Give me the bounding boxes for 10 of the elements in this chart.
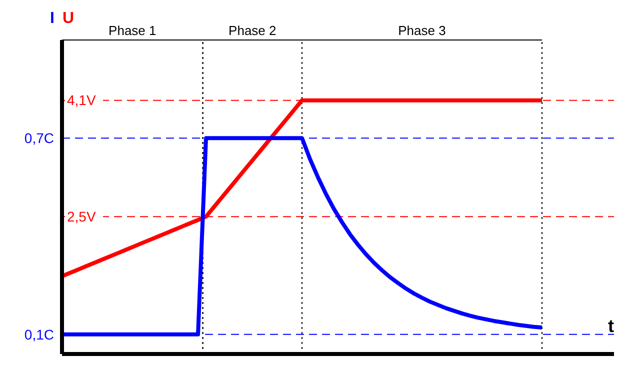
y2-tick-label: 4,1V — [67, 92, 96, 108]
text: Phase 1 — [108, 23, 156, 38]
y2-axis-title: U — [62, 10, 74, 27]
x-axis-title: t — [608, 316, 614, 337]
y-axis-title: I — [50, 10, 54, 27]
y-tick-label: 0,7C — [24, 130, 54, 146]
y2-tick-label: 2,5V — [67, 208, 96, 225]
text: Phase 2 — [228, 23, 276, 38]
y-tick-label: 0,1C — [24, 326, 54, 342]
text: Phase 3 — [398, 23, 446, 38]
